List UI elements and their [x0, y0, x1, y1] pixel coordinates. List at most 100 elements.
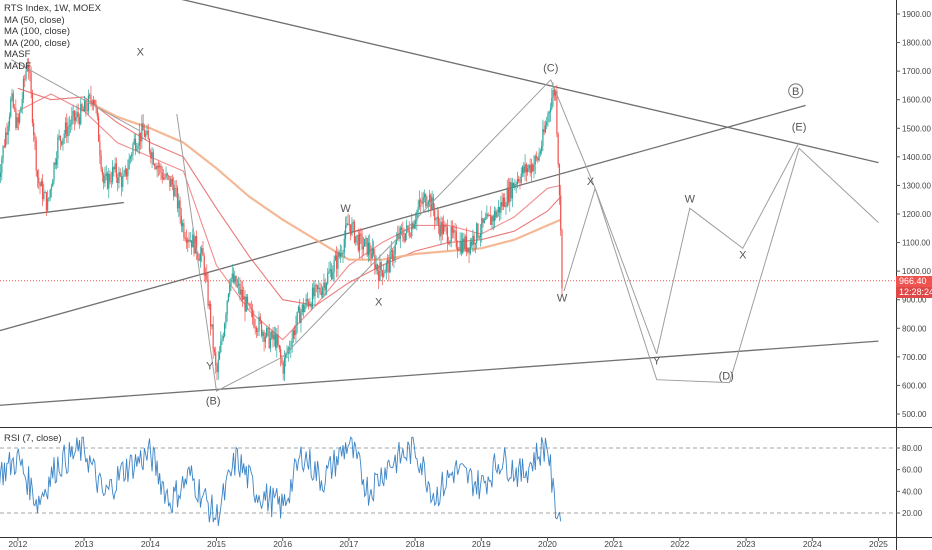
candle-body	[80, 104, 82, 125]
candle-body	[384, 271, 386, 274]
trend-line	[0, 201, 124, 219]
candle-body	[507, 187, 510, 203]
candle-body	[412, 223, 414, 229]
candle-body	[156, 165, 158, 170]
candle-body	[553, 90, 555, 96]
candle-body	[20, 107, 22, 113]
candle-body	[442, 224, 445, 234]
candle-body	[304, 306, 306, 312]
candle-body	[399, 227, 401, 239]
candle-body	[6, 132, 8, 135]
candle-body	[180, 215, 182, 227]
y-tick-label: 1700.00	[902, 67, 931, 76]
wave-label: X	[739, 249, 747, 261]
candle-body	[336, 255, 338, 269]
candle-body	[305, 298, 307, 307]
candle-body	[151, 152, 153, 159]
candle-body	[351, 223, 353, 235]
rsi-legend[interactable]: RSI (7, close)	[4, 433, 62, 444]
candle-body	[523, 166, 525, 173]
candle-body	[142, 123, 144, 131]
legend-ma200[interactable]: MA (200, close)	[4, 37, 70, 49]
candle-body	[358, 233, 361, 251]
candle-body	[31, 92, 33, 124]
candle-body	[365, 237, 367, 239]
candle-body	[469, 241, 471, 254]
candle-body	[99, 141, 101, 156]
candle-body	[66, 122, 68, 137]
candle-body	[547, 113, 549, 123]
candle-body	[402, 229, 404, 238]
candle-body	[230, 278, 232, 285]
candle-body	[49, 189, 51, 198]
candle-body	[212, 324, 214, 350]
candle-body	[229, 284, 231, 294]
candle-body	[440, 221, 442, 237]
candle-body	[537, 157, 539, 161]
candle-body	[104, 176, 106, 184]
candle-body	[333, 260, 335, 273]
wave-label: (C)	[543, 63, 558, 75]
candle-body	[549, 108, 552, 112]
candle-body	[170, 178, 172, 187]
candle-body	[182, 223, 184, 227]
candle-body	[294, 330, 296, 336]
legend-masf[interactable]: MASF	[4, 49, 31, 60]
y-tick-label: 1900.00	[902, 10, 931, 19]
candle-body	[152, 152, 154, 165]
candle-body	[185, 239, 188, 243]
candle-body	[432, 197, 435, 211]
candle-body	[30, 72, 32, 93]
candle-body	[193, 234, 195, 254]
candle-body	[239, 283, 241, 295]
candle-body	[10, 99, 12, 117]
candle-body	[105, 173, 107, 177]
candle-body	[189, 240, 191, 242]
candle-body	[315, 284, 317, 286]
candle-body	[435, 218, 437, 221]
x-tick-label: 2024	[803, 539, 822, 549]
candle-body	[542, 129, 544, 147]
legend-madf[interactable]: MADF	[4, 60, 31, 72]
candle-body	[367, 242, 370, 256]
candle-body	[470, 241, 473, 246]
candle-body	[478, 237, 480, 238]
candle-body	[360, 233, 362, 236]
candle-body	[3, 145, 5, 147]
candle-body	[431, 197, 433, 210]
candle-body	[146, 130, 148, 134]
candle-body	[486, 214, 488, 220]
candle-body	[288, 347, 291, 349]
rsi-y-tick-label: 40.00	[902, 487, 923, 496]
candle-body	[301, 304, 303, 313]
candle-body	[11, 93, 13, 100]
wave-label: (B)	[206, 395, 221, 407]
legend-ma100[interactable]: MA (100, close)	[4, 26, 70, 37]
candle-body	[220, 341, 222, 353]
candle-body	[330, 269, 333, 280]
candle-body	[154, 164, 156, 167]
legend-ma50[interactable]: MA (50, close)	[4, 14, 65, 26]
candle-body	[501, 202, 503, 207]
candle-body	[366, 237, 368, 256]
candle-body	[243, 296, 245, 300]
candle-body	[516, 178, 519, 185]
rsi-line	[0, 436, 562, 527]
candle-body	[481, 218, 483, 234]
candle-body	[283, 357, 286, 374]
candle-body	[41, 181, 44, 200]
candle-body	[157, 165, 160, 168]
y-tick-label: 1000.00	[902, 267, 931, 276]
candle-body	[413, 223, 415, 229]
candle-body	[299, 306, 301, 323]
candle-body	[17, 117, 19, 123]
candle-body	[292, 330, 294, 339]
candle-body	[252, 309, 254, 319]
candle-body	[342, 252, 344, 255]
candle-body	[444, 224, 446, 226]
candle-body	[325, 283, 328, 291]
candle-body	[448, 243, 450, 244]
candle-body	[344, 225, 347, 239]
candle-body	[414, 221, 417, 224]
